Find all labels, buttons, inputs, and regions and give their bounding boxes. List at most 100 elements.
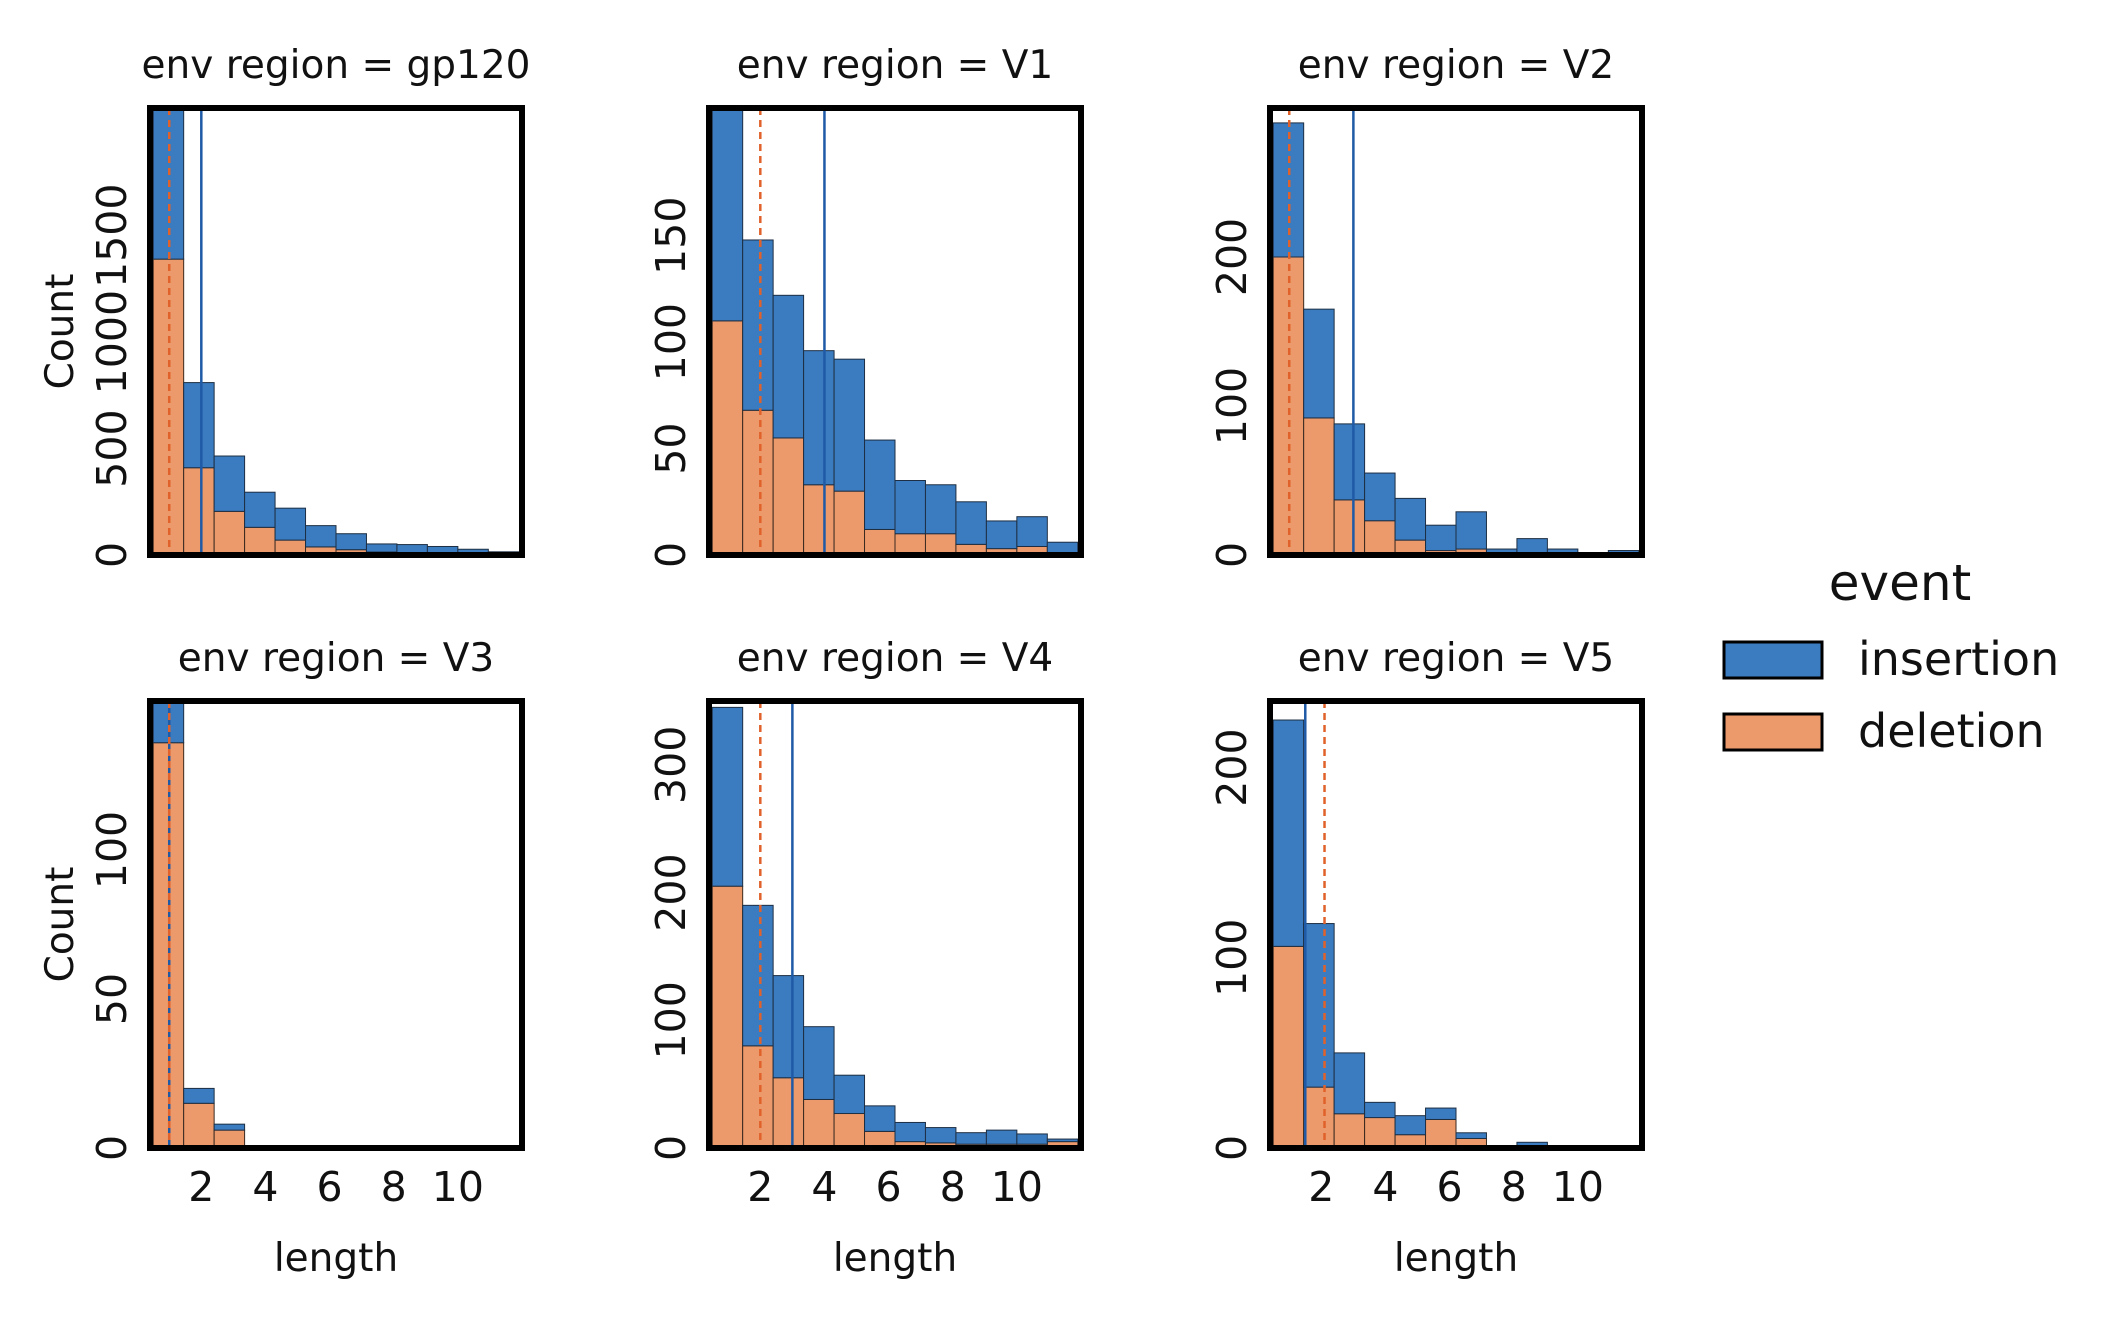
panel-title: env region = V3 [178, 636, 495, 681]
bar-insertion [305, 525, 337, 548]
bar-insertion [955, 1132, 987, 1145]
y-tick-label: 200 [1208, 728, 1256, 806]
x-tick-label: 6 [876, 1163, 902, 1211]
y-tick-label: 0 [88, 1135, 136, 1161]
y-axis-label: Count [38, 867, 83, 983]
bar-deletion [772, 1077, 805, 1148]
axes-frame [1267, 698, 1645, 1151]
x-tick-label: 4 [252, 1163, 278, 1211]
panel-6: env region = V5 0 100 200 2 4 6 8 10 length [1208, 636, 1645, 1281]
bar-insertion [335, 533, 367, 551]
bar-insertion [1364, 1101, 1396, 1119]
bar-insertion [894, 480, 926, 535]
bar-deletion [213, 510, 246, 555]
bar-insertion [924, 484, 957, 535]
bar-insertion [742, 904, 774, 1047]
bar-insertion [1016, 1133, 1048, 1145]
bar-insertion [396, 544, 428, 554]
bar-insertion [955, 501, 987, 545]
y-tick-label: 50 [647, 422, 695, 474]
bar-insertion [985, 520, 1018, 550]
bar-insertion [1516, 538, 1548, 555]
y-tick-label: 1500 [88, 184, 136, 288]
axes-frame [706, 105, 1084, 558]
panel-3: env region = V2 0 100 200 [1208, 43, 1645, 568]
bar-deletion [711, 885, 744, 1148]
legend-swatch-deletion [1722, 712, 1824, 752]
x-tick-label: 4 [1372, 1163, 1398, 1211]
x-axis-label: length [833, 1236, 957, 1281]
bar-insertion [711, 706, 744, 887]
bar-insertion [1333, 1052, 1366, 1115]
y-tick-label: 0 [647, 1135, 695, 1161]
bar-insertion [1046, 541, 1079, 554]
bar-insertion [1303, 308, 1335, 419]
bar-insertion [1364, 472, 1396, 522]
bar-insertion [183, 382, 215, 469]
panel-title: env region = V5 [1298, 636, 1615, 681]
bar-deletion [833, 1113, 866, 1148]
x-tick-label: 10 [432, 1163, 484, 1211]
bar-deletion [803, 1098, 835, 1148]
bar-insertion [711, 108, 744, 322]
x-tick-label: 4 [811, 1163, 837, 1211]
x-axis-label: length [274, 1236, 398, 1281]
bar-insertion [833, 358, 866, 492]
bar-insertion [772, 294, 805, 439]
bar-deletion [772, 437, 805, 555]
y-tick-label: 0 [88, 542, 136, 568]
bar-insertion [213, 1123, 246, 1131]
y-tick-label: 200 [647, 853, 695, 931]
bar-insertion [274, 507, 307, 541]
panel-title: env region = V4 [737, 636, 1054, 681]
bar-deletion [1333, 499, 1366, 555]
bar-insertion [772, 975, 805, 1079]
bar-deletion [244, 526, 276, 555]
bar-insertion [864, 1105, 896, 1132]
y-tick-label: 100 [88, 811, 136, 889]
bar-insertion [924, 1127, 957, 1144]
bar-deletion [1425, 1118, 1457, 1148]
bar-deletion [864, 528, 896, 555]
bar-insertion [1425, 524, 1457, 552]
y-tick-label: 300 [647, 726, 695, 804]
bar-deletion [742, 409, 774, 555]
bar-insertion [833, 1074, 866, 1115]
panel-5: env region = V4 0 100 200 300 2 4 6 8 10 length [647, 636, 1084, 1281]
x-tick-label: 6 [317, 1163, 343, 1211]
y-tick-label: 100 [1208, 367, 1256, 445]
bar-insertion [1333, 423, 1366, 501]
bar-insertion [213, 455, 246, 512]
x-tick-label: 8 [381, 1163, 407, 1211]
y-tick-label: 100 [647, 303, 695, 381]
bar-insertion [1394, 497, 1427, 541]
legend-title: event [1829, 554, 1971, 612]
y-tick-label: 0 [1208, 542, 1256, 568]
y-tick-label: 1000 [88, 290, 136, 394]
bar-insertion [1425, 1107, 1457, 1120]
bar-deletion [924, 533, 957, 555]
x-tick-label: 6 [1437, 1163, 1463, 1211]
y-tick-label: 500 [88, 409, 136, 487]
plot-area [711, 701, 1079, 1148]
axes-frame [1267, 105, 1645, 558]
bar-insertion [1455, 511, 1487, 550]
legend-swatch-insertion [1722, 640, 1824, 680]
x-tick-label: 8 [940, 1163, 966, 1211]
bar-insertion [742, 239, 774, 411]
bar-deletion [711, 320, 744, 555]
legend-label-deletion: deletion [1858, 704, 2045, 758]
axes-frame [147, 105, 525, 558]
panel-2: env region = V1 0 50 100 150 [647, 43, 1084, 568]
bar-insertion [1016, 516, 1048, 547]
bar-insertion [894, 1121, 926, 1143]
bar-deletion [803, 484, 835, 555]
bar-insertion [365, 543, 398, 553]
y-tick-label: 0 [1208, 1135, 1256, 1161]
x-tick-label: 2 [1308, 1163, 1334, 1211]
panel-4: env region = V3 0 50 100 2 4 6 8 10 Count length [38, 636, 525, 1281]
plot-area [711, 108, 1079, 555]
bar-insertion [985, 1129, 1018, 1145]
bar-deletion [183, 467, 215, 555]
